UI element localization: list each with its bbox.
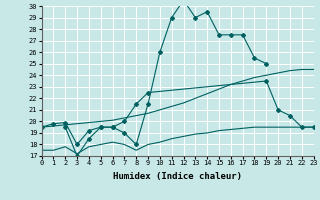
X-axis label: Humidex (Indice chaleur): Humidex (Indice chaleur) xyxy=(113,172,242,181)
